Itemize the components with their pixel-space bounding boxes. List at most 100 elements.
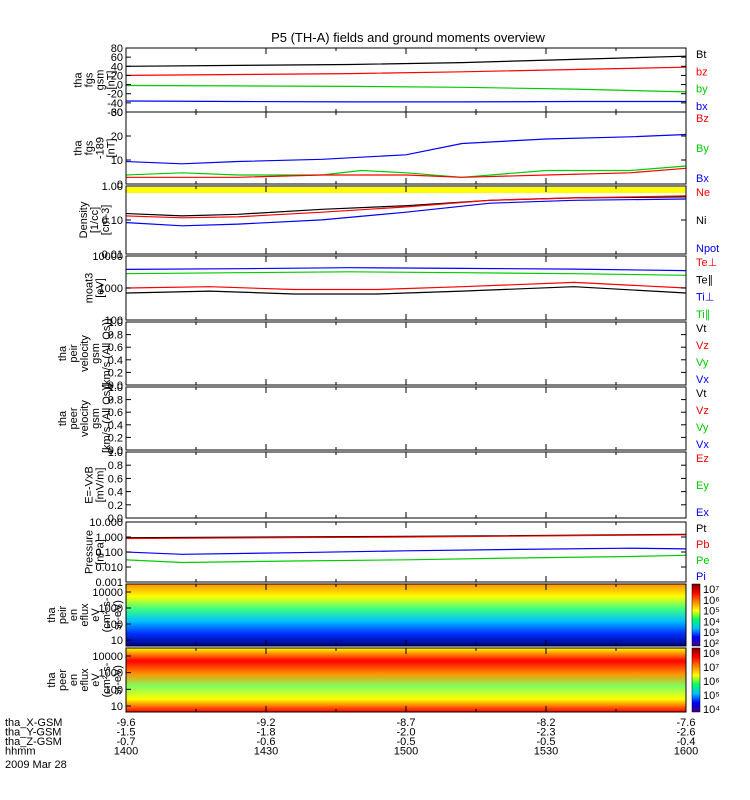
y-axis-label-0: tha fgs gsm [nT] — [73, 70, 118, 91]
series-line-green — [125, 84, 687, 93]
colorbar — [691, 647, 701, 713]
legend-entry: Vx — [696, 374, 709, 386]
legend-entry: Bx — [696, 173, 709, 185]
y-axis-label-line: eV — [90, 673, 102, 687]
y-axis-label-line: [cm-3] — [100, 205, 112, 236]
y-axis-label-line: (km/s (All Qs)) — [101, 318, 113, 388]
colorbar-tick-label: 10² — [703, 638, 719, 650]
legend-entry: Vx — [696, 439, 709, 451]
colorbar-tick-label: 10⁷ — [703, 662, 719, 674]
xaxis-value: -2.0 — [397, 727, 416, 739]
y-axis-label-line: fgs — [84, 72, 96, 87]
legend-entry: bx — [696, 101, 708, 113]
y-tick-label: 60 — [111, 52, 123, 64]
y-axis-label-4: tha peir velocity gsm (km/s (All Qs)) — [57, 318, 113, 388]
xaxis-value: 1530 — [534, 746, 558, 758]
y-tick-label: 10000 — [92, 251, 123, 263]
y-tick-label: 0.0 — [108, 380, 123, 392]
y-tick-label: 0 — [117, 80, 123, 92]
y-tick-label: 1.0 — [108, 447, 123, 459]
y-axis-label-line: eflux — [79, 668, 91, 692]
legend-entry: By — [696, 143, 709, 155]
y-axis-label-line: peer — [68, 407, 80, 429]
series-line-blue — [125, 198, 687, 227]
y-axis-label-line: [mV/m] — [95, 468, 107, 503]
y-axis-label-line: tha — [57, 410, 69, 426]
y-axis-label-line: [nT] — [106, 71, 118, 90]
colorbar-tick-label: 10⁶ — [703, 676, 720, 688]
y-tick-label: 10.000 — [89, 517, 123, 529]
series-line-blue — [125, 267, 687, 272]
y-axis-label-line: E=-VxB — [84, 466, 96, 504]
y-tick-label: 0.100 — [95, 547, 123, 559]
xaxis-value: -0.4 — [677, 736, 696, 748]
y-axis-label-line: tha — [46, 606, 58, 622]
y-tick-label: -40 — [107, 98, 123, 110]
y-axis-label-line: sr-eV) — [112, 665, 124, 695]
y-axis-label-spec0: tha peir en eflux eV (cm²-s-sr-eV) — [46, 597, 124, 632]
y-tick-label: 10 — [111, 155, 123, 167]
y-tick-label: 20 — [111, 70, 123, 82]
y-axis-label-line: Density — [78, 201, 90, 238]
y-tick-label: 20 — [111, 131, 123, 143]
y-tick-label: 0.2 — [108, 500, 123, 512]
y-axis-label-line: [nPa] — [95, 539, 107, 565]
y-tick-label: 1.00 — [102, 181, 123, 193]
y-axis-label-line: eV — [90, 608, 102, 622]
legend-entry: Pi — [696, 571, 706, 583]
y-tick-label: 1000 — [99, 283, 123, 295]
series-line-blue — [125, 133, 687, 165]
y-axis-label-line: fgs — [84, 140, 96, 155]
xaxis-value: 1500 — [394, 746, 418, 758]
xaxis-value: -0.5 — [537, 736, 556, 748]
y-axis-label-line: gsm — [90, 408, 102, 429]
xaxis-value: -1.5 — [117, 727, 136, 739]
legend-entry: Npot — [696, 243, 719, 255]
legend-entry: Pe — [696, 555, 709, 567]
y-tick-label: 0.0 — [108, 445, 123, 457]
colorbar-tick-label: 10⁴ — [703, 616, 720, 628]
y-axis-label-3: moat3 [eV] — [84, 273, 107, 304]
y-axis-label-line: peir — [68, 344, 80, 363]
y-axis-label-line: gsm — [95, 70, 107, 91]
legend-entry: Ex — [696, 507, 709, 519]
y-tick-label: 0.4 — [108, 487, 123, 499]
y-tick-label: 100 — [105, 684, 123, 696]
y-axis-label-line: (cm²-s- — [101, 597, 113, 632]
y-tick-label: 40 — [111, 61, 123, 73]
y-axis-label-line: [km/s (All Qs)] — [101, 384, 113, 453]
legend-entry: Ne — [696, 187, 710, 199]
legend-entry: Ti⊥ — [696, 292, 714, 304]
xaxis-value: 1400 — [114, 746, 138, 758]
xaxis-row-label: tha_X-GSM — [5, 717, 62, 729]
colorbar-tick-label: 10³ — [703, 627, 719, 639]
legend-entry: Vt — [696, 388, 706, 400]
y-axis-label-line: -189 — [95, 137, 107, 159]
xaxis-value: -1.8 — [257, 727, 276, 739]
y-axis-label-line: en — [68, 609, 80, 621]
xaxis-value: -0.7 — [117, 736, 136, 748]
xaxis-value: -2.6 — [677, 727, 696, 739]
xaxis-value: -0.6 — [257, 736, 276, 748]
y-tick-label: 30 — [111, 107, 123, 119]
y-axis-label-line: moat3 — [84, 273, 96, 304]
xaxis-row-label: hhmm — [5, 746, 36, 758]
legend-entry: Vz — [696, 405, 709, 417]
xaxis-value: 1600 — [674, 746, 698, 758]
colorbar-tick-label: 10⁵ — [703, 606, 720, 618]
y-tick-label: 1.0 — [108, 317, 123, 329]
legend-entry: Ti∥ — [696, 309, 710, 321]
y-tick-label: 100 — [105, 315, 123, 327]
figure-title: P5 (TH-A) fields and ground moments over… — [271, 30, 545, 45]
legend-entry: Vy — [696, 357, 709, 369]
xaxis-value: 1430 — [254, 746, 278, 758]
series-line-black — [125, 286, 687, 295]
y-axis-label-2: Density [1/cc] [cm-3] — [78, 201, 112, 238]
y-axis-label-7: Pressure [nPa] — [84, 530, 107, 574]
panel-frame — [125, 386, 687, 451]
y-tick-label: 0.0 — [108, 513, 123, 525]
y-axis-label-line: gsm — [90, 343, 102, 364]
y-tick-label: 1.000 — [95, 532, 123, 544]
xaxis-value: -8.2 — [537, 717, 556, 729]
colorbar — [691, 583, 701, 647]
